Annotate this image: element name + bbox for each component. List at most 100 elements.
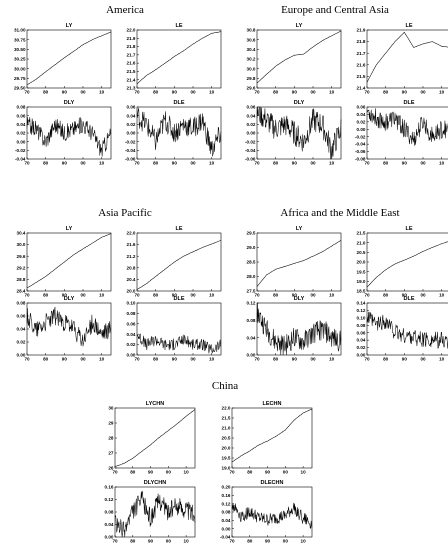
y-tick-label-china-lychn: 29 — [108, 421, 114, 426]
x-tick-label-africa-and-the-middle-east-dly: 90 — [292, 357, 298, 362]
y-tick-label-europe-and-central-asia-dle: -0.06 — [355, 149, 366, 154]
series-line-asia-pacific-ly — [26, 233, 112, 289]
x-tick-label-europe-and-central-asia-le: 10 — [439, 90, 445, 95]
y-tick-label-china-dlechn: 0.04 — [222, 518, 231, 523]
y-tick-label-china-lechn: 21.5 — [222, 416, 231, 421]
x-tick-label-europe-and-central-asia-dly: 70 — [254, 161, 260, 166]
y-tick-label-europe-and-central-asia-dly: 0.06 — [247, 105, 256, 110]
y-tick-label-america-dle: -0.06 — [125, 157, 136, 162]
y-tick-label-china-lechn: 20.5 — [222, 436, 231, 441]
y-tick-label-europe-and-central-asia-le: 21.7 — [357, 51, 366, 56]
y-tick-label-america-ly: 30.25 — [14, 57, 26, 62]
x-tick-label-europe-and-central-asia-dle: 70 — [364, 161, 370, 166]
panel-title-china-lychn: LYCHN — [146, 401, 164, 407]
y-tick-label-africa-and-the-middle-east-le: 20.5 — [357, 250, 366, 255]
y-tick-label-europe-and-central-asia-le: 21.8 — [357, 39, 366, 44]
y-tick-label-europe-and-central-asia-dle: -0.08 — [355, 157, 366, 162]
panel-title-europe-and-central-asia-dle: DLE — [404, 100, 415, 106]
y-tick-label-asia-pacific-dle: 0.02 — [127, 342, 136, 347]
series-line-china-dlychn — [114, 490, 196, 538]
x-tick-label-asia-pacific-dle: 70 — [134, 357, 140, 362]
x-tick-label-china-dlychn: 80 — [130, 539, 136, 544]
y-tick-label-china-lechn: 19.5 — [222, 456, 231, 461]
panel-america-le: LE 21.3 21.4 21.5 21.6 21.7 21.8 21.9 22.0 70 80 90… — [127, 23, 222, 95]
y-tick-label-africa-and-the-middle-east-ly: 28.0 — [247, 274, 256, 279]
series-line-america-dle — [136, 108, 222, 157]
y-tick-label-america-le: 22.0 — [127, 28, 136, 33]
y-tick-label-europe-and-central-asia-dle: 0.00 — [357, 127, 366, 132]
x-tick-label-asia-pacific-dly: 70 — [24, 357, 30, 362]
x-tick-label-china-dlychn: 70 — [112, 539, 118, 544]
panel-title-asia-pacific-le: LE — [175, 226, 182, 232]
x-tick-label-europe-and-central-asia-dle: 10 — [439, 161, 445, 166]
panel-america-dle: DLE -0.06 -0.04 -0.02 0.00 0.02 0.04 0.06 70 80 90… — [125, 100, 222, 166]
panel-title-america-dly: DLY — [64, 100, 75, 106]
x-tick-label-america-ly: 10 — [99, 90, 105, 95]
x-tick-label-china-lechn: 00 — [283, 470, 289, 475]
x-tick-label-asia-pacific-le: 10 — [209, 293, 215, 298]
x-tick-label-africa-and-the-middle-east-dly: 10 — [329, 357, 335, 362]
y-tick-label-africa-and-the-middle-east-dle: 0.04 — [357, 338, 366, 343]
plot-frame-africa-and-the-middle-east-le — [366, 232, 448, 292]
y-tick-label-china-dlychn: 0.00 — [105, 535, 114, 540]
y-tick-label-asia-pacific-dle: 0.08 — [127, 311, 136, 316]
panel-china-lychn: LYCHN 26 27 28 29 30 70 80 90 00 10 — [108, 401, 196, 475]
x-tick-label-china-lechn: 90 — [265, 470, 271, 475]
y-tick-label-africa-and-the-middle-east-ly: 29.0 — [247, 245, 256, 250]
y-tick-label-europe-and-central-asia-ly: 30.0 — [247, 66, 256, 71]
y-tick-label-asia-pacific-dly: 0.04 — [17, 327, 26, 332]
panel-asia-pacific-le: LE 20.0 20.4 20.8 21.2 21.6 22.0 70 80 90 00 10 — [127, 226, 222, 298]
y-tick-label-china-dlechn: 0.12 — [222, 501, 231, 506]
panel-china-dlychn: DLYCHN 0.00 0.04 0.08 0.12 0.16 70 80 90 00 10 — [105, 480, 196, 544]
y-tick-label-america-ly: 31.00 — [14, 28, 26, 33]
panel-title-china-lechn: LECHN — [263, 401, 282, 407]
x-tick-label-asia-pacific-dle: 00 — [190, 357, 196, 362]
y-tick-label-africa-and-the-middle-east-dly: 0.12 — [247, 301, 256, 306]
panel-title-asia-pacific-dly: DLY — [64, 296, 75, 302]
y-tick-label-asia-pacific-ly: 30.0 — [17, 242, 26, 247]
panel-title-america-le: LE — [175, 23, 182, 29]
region-title-america: America — [106, 4, 144, 16]
series-line-africa-and-the-middle-east-dle — [366, 311, 448, 349]
y-tick-label-asia-pacific-dle: 0.06 — [127, 321, 136, 326]
y-tick-label-america-dly: 0.04 — [17, 122, 26, 127]
panel-title-africa-and-the-middle-east-le: LE — [405, 226, 412, 232]
y-tick-label-china-lychn: 26 — [108, 466, 114, 471]
y-tick-label-asia-pacific-dly: 0.08 — [17, 301, 26, 306]
y-tick-label-asia-pacific-le: 20.4 — [127, 277, 136, 282]
x-tick-label-china-lechn: 10 — [301, 470, 307, 475]
x-tick-label-america-ly: 80 — [43, 90, 49, 95]
y-tick-label-asia-pacific-dly: 0.06 — [17, 314, 26, 319]
y-tick-label-america-dle: 0.04 — [127, 113, 136, 118]
y-tick-label-america-ly: 30.00 — [14, 66, 26, 71]
x-tick-label-america-dly: 90 — [62, 161, 68, 166]
plot-frame-america-ly — [26, 29, 112, 89]
y-tick-label-china-lechn: 21.0 — [222, 426, 231, 431]
x-tick-label-china-dlechn: 70 — [229, 539, 235, 544]
x-tick-label-china-dlychn: 10 — [184, 539, 190, 544]
y-tick-label-asia-pacific-dle: 0.04 — [127, 332, 136, 337]
y-tick-label-africa-and-the-middle-east-dle: 0.06 — [357, 330, 366, 335]
y-tick-label-america-dle: -0.02 — [125, 139, 136, 144]
x-tick-label-europe-and-central-asia-le: 70 — [364, 90, 370, 95]
x-tick-label-china-lychn: 10 — [184, 470, 190, 475]
x-tick-label-asia-pacific-ly: 70 — [24, 293, 30, 298]
panel-china-dlechn: DLECHN -0.04 0.00 0.04 0.08 0.12 0.16 0.20 70 80 9… — [220, 480, 313, 544]
y-tick-label-africa-and-the-middle-east-dly: 0.00 — [247, 353, 256, 358]
region-title-africa-middle-east: Africa and the Middle East — [280, 207, 400, 219]
x-tick-label-europe-and-central-asia-ly: 90 — [292, 90, 298, 95]
x-tick-label-china-dlychn: 00 — [166, 539, 172, 544]
y-tick-label-china-dlechn: 0.16 — [222, 493, 231, 498]
region-title-asia-pacific: Asia Pacific — [98, 207, 152, 219]
y-tick-label-china-lechn: 22.0 — [222, 406, 231, 411]
y-tick-label-africa-and-the-middle-east-le: 21.0 — [357, 240, 366, 245]
y-tick-label-asia-pacific-dle: 0.10 — [127, 301, 136, 306]
x-tick-label-america-dly: 10 — [99, 161, 105, 166]
x-tick-label-europe-and-central-asia-le: 90 — [402, 90, 408, 95]
y-tick-label-america-dly: -0.02 — [15, 148, 26, 153]
x-tick-label-america-dle: 90 — [172, 161, 178, 166]
panel-asia-pacific-ly: LY 28.4 28.8 29.2 29.6 30.0 30.4 70 80 90 00 10 — [17, 226, 112, 298]
x-tick-label-america-ly: 00 — [80, 90, 86, 95]
y-tick-label-china-dlychn: 0.12 — [105, 497, 114, 502]
x-tick-label-europe-and-central-asia-dly: 00 — [310, 161, 316, 166]
